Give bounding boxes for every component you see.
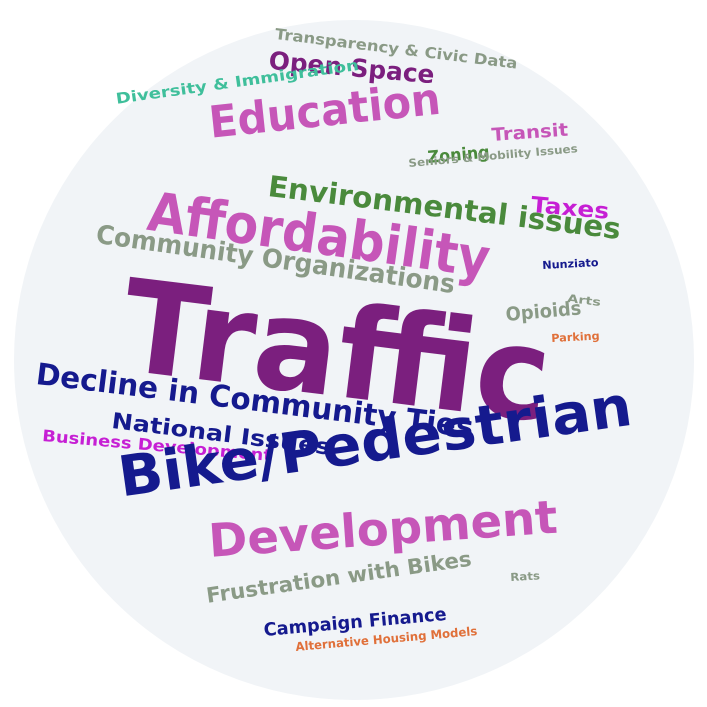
- word-nunziato: Nunziato: [541, 256, 599, 272]
- word-rats: Rats: [509, 569, 541, 584]
- word-parking: Parking: [550, 329, 600, 345]
- cloud-background-circle: [14, 20, 694, 700]
